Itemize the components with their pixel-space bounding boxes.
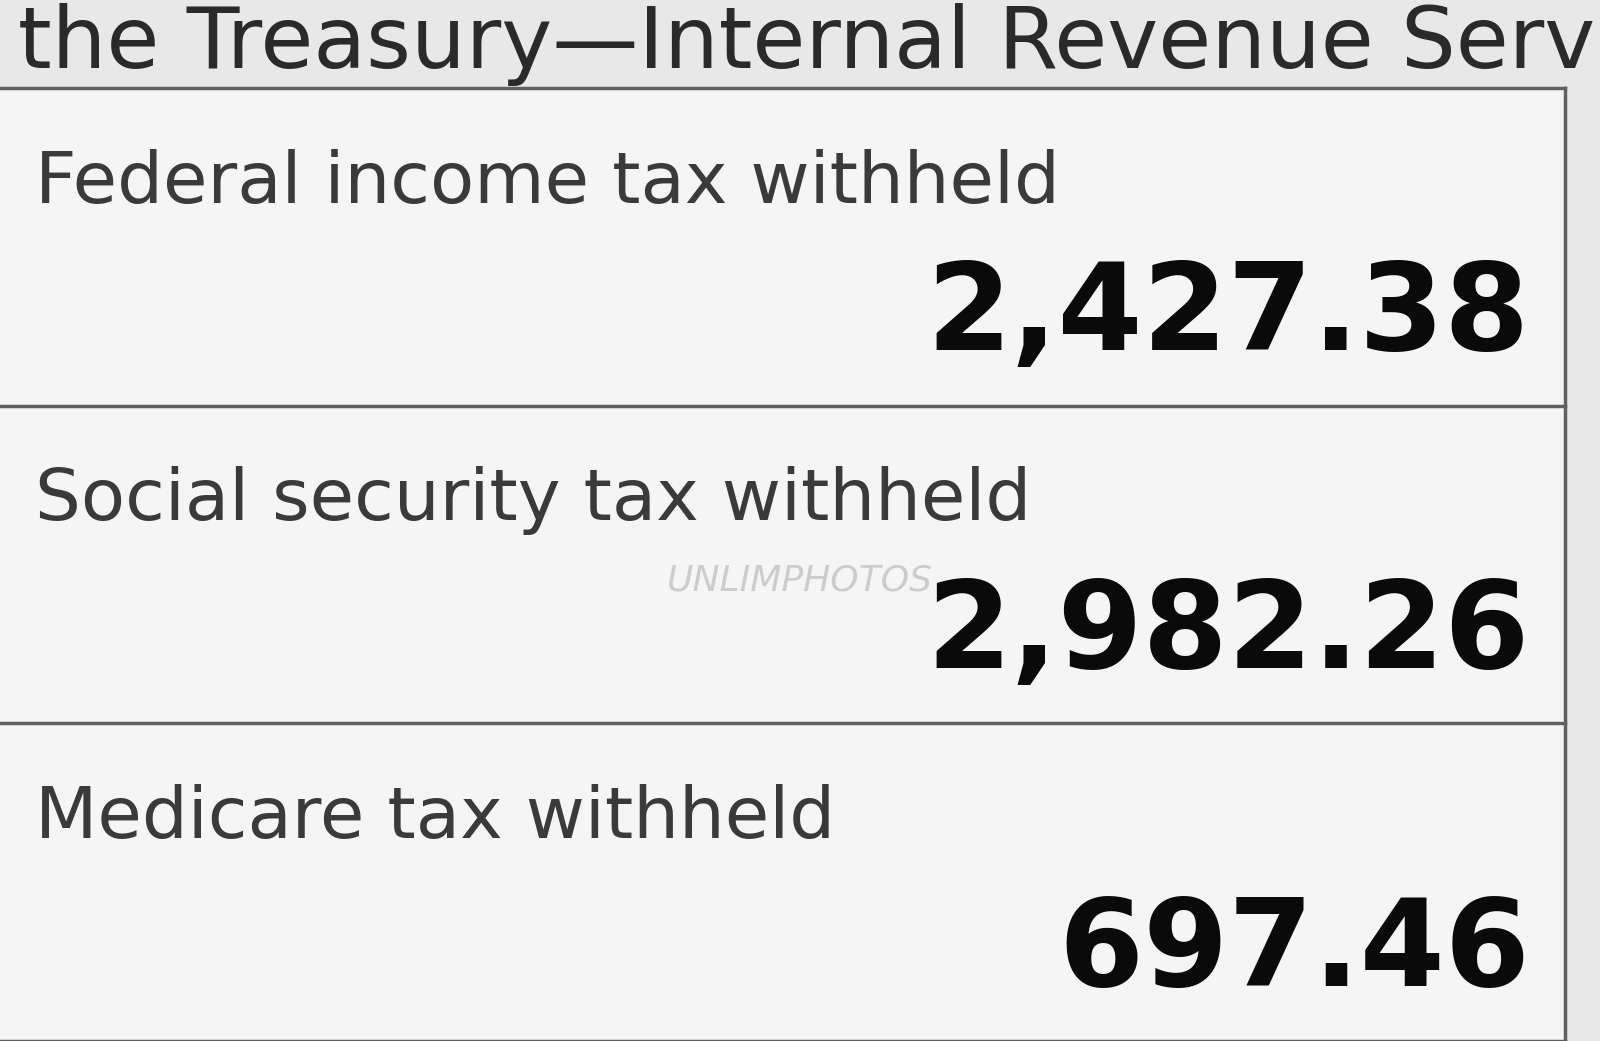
Bar — [0, 0, 1565, 88]
Text: Federal income tax withheld: Federal income tax withheld — [35, 149, 1059, 218]
Text: UNLIMPHOTOS: UNLIMPHOTOS — [667, 563, 933, 598]
Text: 2,982.26: 2,982.26 — [926, 576, 1530, 693]
Text: Medicare tax withheld: Medicare tax withheld — [35, 784, 835, 854]
Text: the Treasury—Internal Revenue Service: the Treasury—Internal Revenue Service — [18, 2, 1600, 85]
Bar — [0, 723, 1565, 1041]
Text: Social security tax withheld: Social security tax withheld — [35, 466, 1032, 535]
Text: 2,427.38: 2,427.38 — [926, 258, 1530, 375]
Text: 697.46: 697.46 — [1058, 893, 1530, 1011]
Bar — [0, 406, 1565, 723]
Bar — [0, 88, 1565, 406]
